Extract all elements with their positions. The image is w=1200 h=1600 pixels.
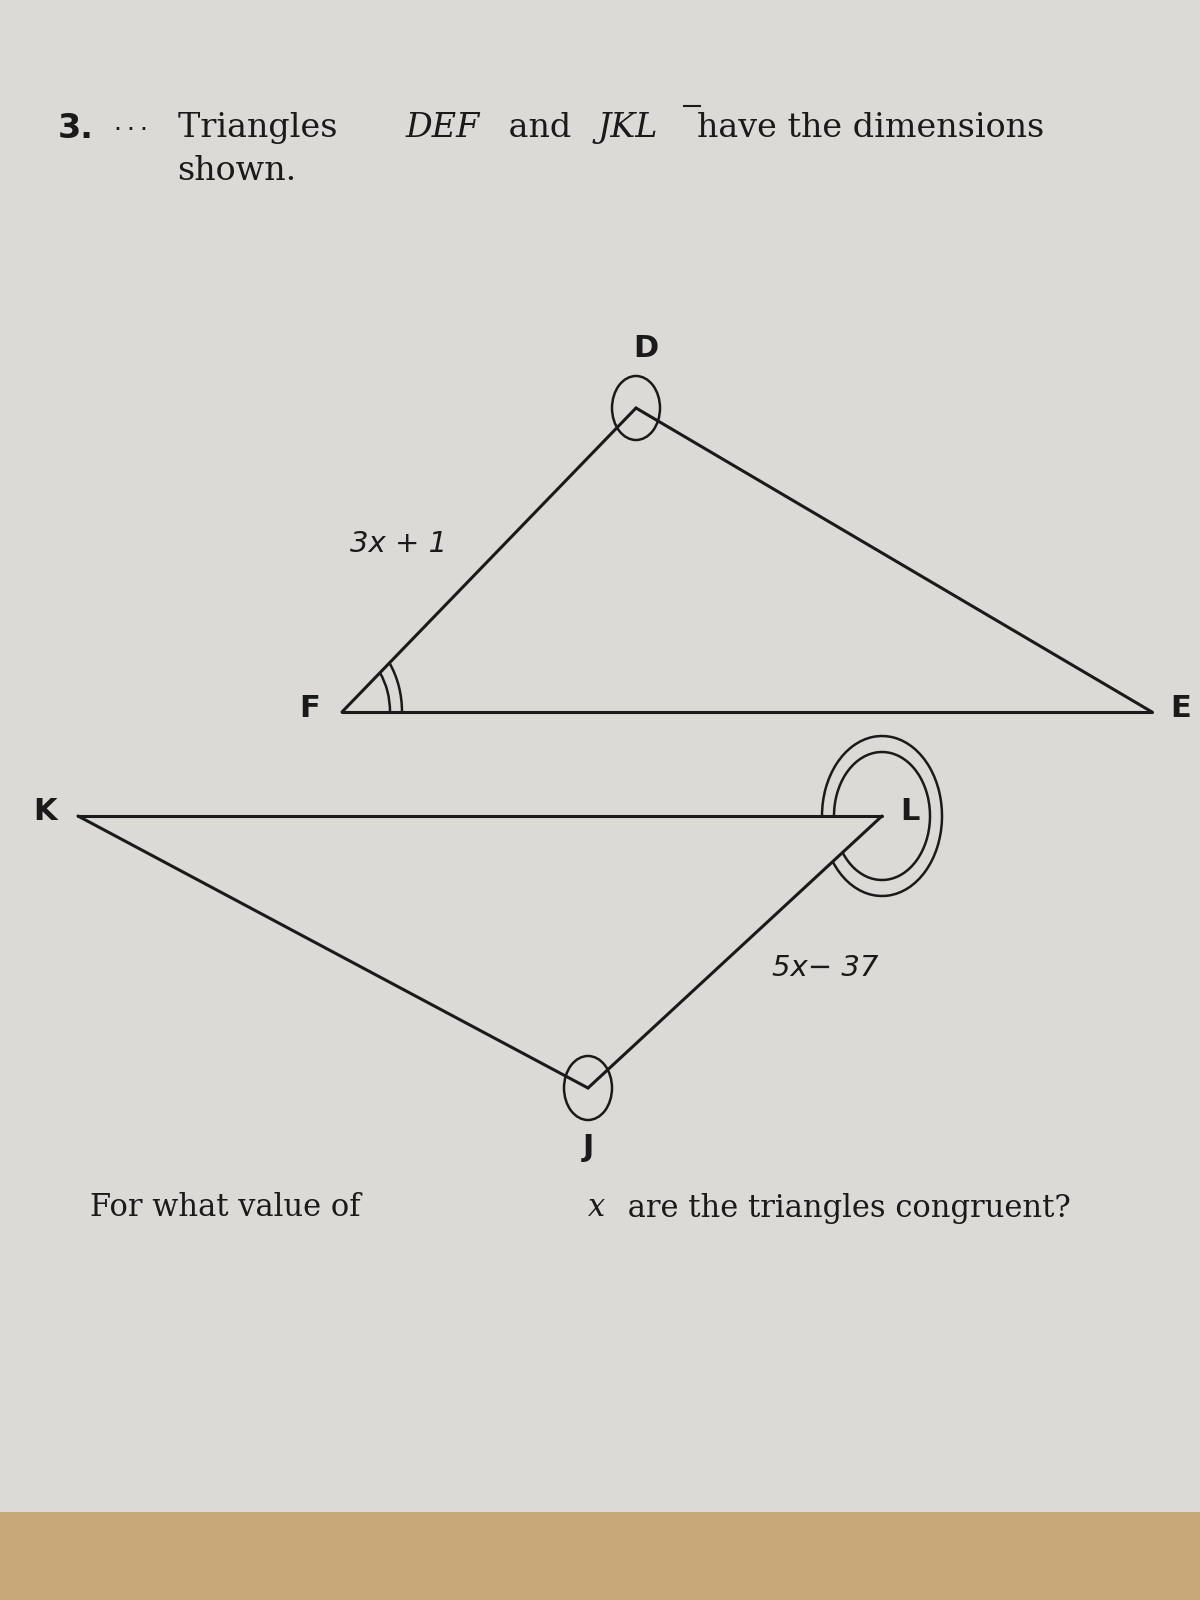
Bar bbox=[0, 1512, 1200, 1600]
Text: D: D bbox=[632, 334, 659, 363]
Text: and: and bbox=[498, 112, 582, 144]
Text: have the dimensions: have the dimensions bbox=[697, 112, 1044, 144]
Text: Triangles: Triangles bbox=[178, 112, 348, 144]
Text: . . .: . . . bbox=[114, 110, 154, 134]
Text: JKL: JKL bbox=[598, 112, 658, 144]
Text: DEF: DEF bbox=[406, 112, 480, 144]
Text: E: E bbox=[1170, 694, 1190, 723]
Text: K: K bbox=[32, 797, 56, 826]
Text: shown.: shown. bbox=[178, 155, 296, 187]
Text: x: x bbox=[588, 1192, 605, 1224]
Text: 3x + 1: 3x + 1 bbox=[350, 530, 448, 558]
Text: For what value of: For what value of bbox=[90, 1192, 371, 1224]
Text: F: F bbox=[300, 694, 320, 723]
Text: 3.: 3. bbox=[58, 112, 94, 144]
Text: L: L bbox=[900, 797, 919, 826]
Text: J: J bbox=[582, 1133, 594, 1162]
Text: 5x− 37: 5x− 37 bbox=[772, 954, 878, 982]
Text: are the triangles congruent?: are the triangles congruent? bbox=[618, 1192, 1070, 1224]
